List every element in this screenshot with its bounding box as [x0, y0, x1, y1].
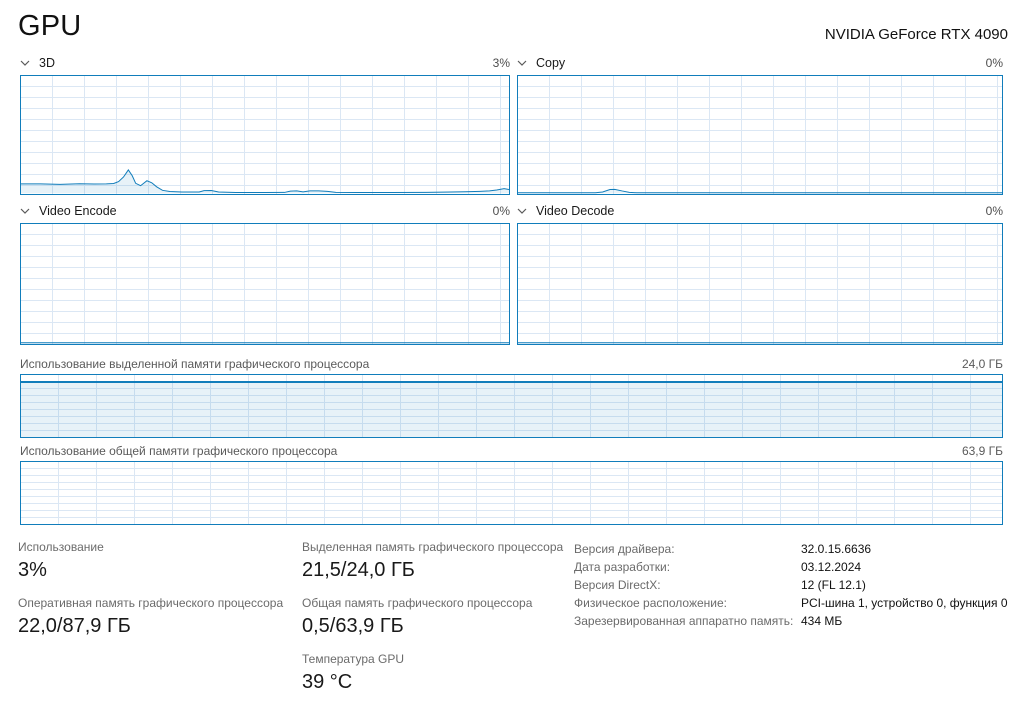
shared-memory-label: Общая память графического процессора	[302, 596, 533, 610]
directx-version-value: 12 (FL 12.1)	[801, 578, 866, 592]
chart-title-video-encode: Video Encode	[39, 204, 117, 218]
driver-version-label: Версия драйвера:	[574, 542, 675, 556]
dedicated-memory-usage-area	[21, 381, 1002, 437]
utilization-value: 3%	[18, 559, 47, 581]
chart-video-encode[interactable]	[20, 223, 510, 345]
chart-value-copy: 0%	[985, 56, 1003, 70]
stats-column-1: Использование 3% Оперативная память граф…	[18, 539, 294, 651]
driver-date-label: Дата разработки:	[574, 560, 671, 574]
chart-title-video-decode: Video Decode	[536, 204, 615, 218]
shared-memory-header: Использование общей памяти графического …	[20, 443, 1003, 458]
dedicated-memory-header: Использование выделенной памяти графичес…	[20, 356, 1003, 371]
shared-memory-usage-area	[21, 523, 1002, 524]
chevron-down-icon[interactable]	[517, 208, 527, 214]
chart-value-video-decode: 0%	[985, 204, 1003, 218]
chart-header-3d: 3D 3%	[20, 55, 510, 71]
chart-3d[interactable]	[20, 75, 510, 195]
driver-date-value: 03.12.2024	[801, 560, 862, 574]
physical-location-value: PCI-шина 1, устройство 0, функция 0	[801, 596, 1008, 610]
driver-version-value: 32.0.15.6636	[801, 542, 872, 556]
chevron-down-icon[interactable]	[20, 208, 30, 214]
hardware-reserved-memory-value: 434 МБ	[801, 614, 843, 628]
chart-header-video-encode: Video Encode 0%	[20, 203, 510, 219]
shared-memory-capacity: 63,9 ГБ	[961, 443, 1003, 458]
dedicated-memory-value: 21,5/24,0 ГБ	[302, 559, 415, 581]
gpu-temperature-label: Температура GPU	[302, 652, 405, 666]
chart-value-video-encode: 0%	[492, 204, 510, 218]
hardware-reserved-memory-row: Зарезервированная аппаратно память: 434 …	[574, 612, 1014, 630]
chart-video-decode[interactable]	[517, 223, 1003, 345]
dedicated-memory-label: Выделенная память графического процессор…	[302, 540, 564, 554]
gpu-device-name: NVIDIA GeForce RTX 4090	[824, 26, 1008, 43]
shared-memory-title: Использование общей памяти графического …	[20, 443, 338, 458]
gpu-system-memory-value: 22,0/87,9 ГБ	[18, 615, 131, 637]
hardware-reserved-memory-label: Зарезервированная аппаратно память:	[574, 614, 794, 628]
shared-memory-chart[interactable]	[20, 461, 1003, 525]
dedicated-memory-capacity: 24,0 ГБ	[961, 356, 1003, 371]
gpu-temperature-value: 39 °C	[302, 671, 353, 693]
directx-version-row: Версия DirectX: 12 (FL 12.1)	[574, 576, 1014, 594]
utilization-label: Использование	[18, 540, 104, 554]
dedicated-memory-chart[interactable]	[20, 374, 1003, 438]
physical-location-row: Физическое расположение: PCI-шина 1, уст…	[574, 594, 1014, 612]
dedicated-memory-title: Использование выделенной памяти графичес…	[20, 356, 370, 371]
chevron-down-icon[interactable]	[20, 60, 30, 66]
driver-date-row: Дата разработки: 03.12.2024	[574, 558, 1014, 576]
gpu-system-memory-label: Оперативная память графического процессо…	[18, 596, 284, 610]
chart-header-copy: Copy 0%	[517, 55, 1003, 71]
directx-version-label: Версия DirectX:	[574, 578, 661, 592]
chart-title-3d: 3D	[39, 56, 55, 70]
physical-location-label: Физическое расположение:	[574, 596, 727, 610]
chart-title-copy: Copy	[536, 56, 566, 70]
shared-memory-value: 0,5/63,9 ГБ	[302, 615, 404, 637]
page-title: GPU	[18, 10, 82, 42]
stats-column-3: Версия драйвера: 32.0.15.6636 Дата разра…	[574, 540, 1014, 630]
driver-version-row: Версия драйвера: 32.0.15.6636	[574, 540, 1014, 558]
chart-header-video-decode: Video Decode 0%	[517, 203, 1003, 219]
chart-copy[interactable]	[517, 75, 1003, 195]
stats-column-2: Выделенная память графического процессор…	[302, 539, 578, 707]
chart-value-3d: 3%	[492, 56, 510, 70]
chevron-down-icon[interactable]	[517, 60, 527, 66]
